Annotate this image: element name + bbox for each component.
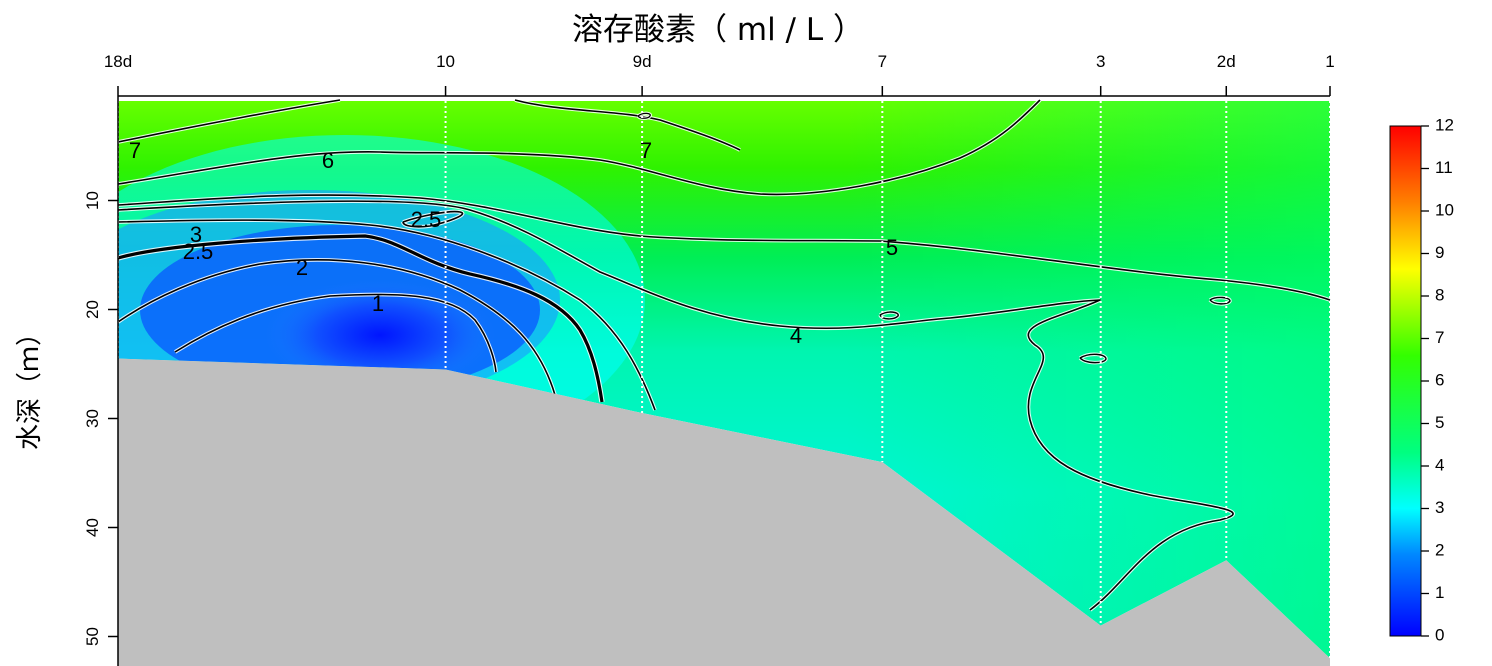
contour-label-1: 1: [372, 291, 384, 316]
contour-label-4: 4: [790, 323, 802, 348]
y-axis-label: 水深（ｍ）: [15, 320, 45, 450]
contour-label-2-5: 2.5: [183, 239, 214, 264]
axes: 18d 10 9d 7 3 2d 1 10 20 30 40 50: [83, 52, 1335, 666]
colorbar-tick-label-4: 4: [1435, 455, 1444, 474]
colorbar-tick-label-9: 9: [1435, 243, 1444, 262]
colorbar-tick-label-7: 7: [1435, 328, 1444, 347]
colorbar-tick-label-8: 8: [1435, 285, 1444, 304]
colorbar-tick-label-10: 10: [1435, 200, 1454, 219]
contour-label-6: 6: [322, 148, 334, 173]
y-tick-label-10: 10: [83, 191, 102, 210]
colorbar-tick-label-3: 3: [1435, 498, 1444, 517]
contour-label-7: 7: [129, 138, 141, 163]
contour-1: [174, 293, 497, 373]
x-tick-label-2d: 2d: [1217, 52, 1236, 71]
x-tick-label-7: 7: [878, 52, 887, 71]
contour-label-2-5: 2.5: [411, 207, 442, 232]
y-tick-label-40: 40: [83, 518, 102, 537]
colorbar-scale: [1389, 125, 1422, 637]
y-tick-label-30: 30: [83, 409, 102, 428]
contour-4-island-3: [1209, 296, 1231, 305]
contour-label-2: 2: [296, 255, 308, 280]
colorbar-tick-label-5: 5: [1435, 413, 1444, 432]
x-tick-label-10: 10: [436, 52, 455, 71]
seabed-area: [118, 358, 1330, 666]
contour-3: [117, 219, 656, 411]
seabed-fill: [118, 358, 1330, 666]
contour-label-3: 3: [190, 222, 202, 247]
contour-2-5-small: [402, 210, 464, 228]
contour-5: [117, 194, 1331, 301]
x-tick-label-1: 1: [1325, 52, 1334, 71]
colorbar-tick-label-0: 0: [1435, 625, 1444, 644]
x-tick-label-9d: 9d: [633, 52, 652, 71]
colorbar-tick-label-6: 6: [1435, 370, 1444, 389]
colorbar-tick-label-1: 1: [1435, 583, 1444, 602]
chart-title: 溶存酸素（ ml / L ）: [572, 12, 864, 48]
y-tick-label-20: 20: [83, 300, 102, 319]
contour-6: [117, 99, 1041, 196]
colorbar-tick-label-11: 11: [1435, 158, 1453, 177]
colorbar-tick-label-12: 12: [1435, 115, 1454, 134]
lowest-oxygen-core: [265, 280, 495, 390]
y-tick-label-50: 50: [83, 627, 102, 646]
contour-4-island-2: [1079, 353, 1107, 364]
x-tick-label-3: 3: [1096, 52, 1105, 71]
contour-4-island-1: [879, 311, 899, 320]
colorbar-tick-label-2: 2: [1435, 540, 1444, 559]
contour-7-east: [514, 99, 741, 151]
x-tick-label-18d: 18d: [104, 52, 132, 71]
contour-4: [117, 200, 1234, 611]
contour-7-west: [117, 99, 341, 143]
contour-label-5: 5: [886, 235, 898, 260]
contour-2: [117, 259, 556, 396]
contour-7-island: [637, 112, 651, 119]
